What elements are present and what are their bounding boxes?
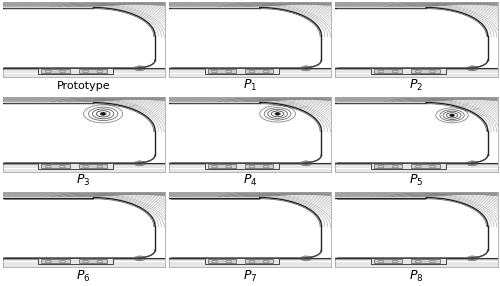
Text: $\mathit{P}_{2}$: $\mathit{P}_{2}$ <box>410 78 424 94</box>
Text: Prototype: Prototype <box>57 81 110 91</box>
Circle shape <box>102 113 104 115</box>
Polygon shape <box>335 103 488 163</box>
Polygon shape <box>2 103 155 163</box>
Bar <box>204 163 279 169</box>
Polygon shape <box>169 198 322 258</box>
Bar <box>374 69 402 73</box>
Bar <box>208 69 236 73</box>
Bar <box>38 68 113 74</box>
Polygon shape <box>169 7 322 67</box>
Circle shape <box>276 113 279 114</box>
Bar <box>411 164 440 168</box>
Bar <box>371 163 446 169</box>
Bar <box>371 258 446 265</box>
Polygon shape <box>2 7 155 67</box>
Bar <box>78 259 107 263</box>
Bar <box>208 164 236 168</box>
Text: $\mathit{P}_{5}$: $\mathit{P}_{5}$ <box>409 173 424 188</box>
Bar <box>411 259 440 263</box>
Text: $\mathit{P}_{7}$: $\mathit{P}_{7}$ <box>243 269 257 283</box>
Text: $\mathit{P}_{3}$: $\mathit{P}_{3}$ <box>76 173 91 188</box>
Bar <box>38 163 113 169</box>
Polygon shape <box>169 103 322 163</box>
Bar <box>374 259 402 263</box>
Bar <box>208 259 236 263</box>
Polygon shape <box>335 198 488 258</box>
Bar <box>204 68 279 74</box>
Bar <box>245 164 273 168</box>
Bar <box>374 164 402 168</box>
Bar <box>411 69 440 73</box>
Text: $\mathit{P}_{4}$: $\mathit{P}_{4}$ <box>242 173 258 188</box>
Polygon shape <box>2 198 155 258</box>
Polygon shape <box>335 7 488 67</box>
Bar <box>78 69 107 73</box>
Bar <box>245 69 273 73</box>
Bar <box>204 258 279 265</box>
Bar <box>38 258 113 265</box>
Text: $\mathit{P}_{6}$: $\mathit{P}_{6}$ <box>76 269 91 283</box>
Text: $\mathit{P}_{8}$: $\mathit{P}_{8}$ <box>409 269 424 283</box>
Circle shape <box>450 115 454 116</box>
Bar <box>371 68 446 74</box>
Bar <box>245 259 273 263</box>
Text: $\mathit{P}_{1}$: $\mathit{P}_{1}$ <box>243 78 257 94</box>
Bar <box>41 164 70 168</box>
Bar <box>78 164 107 168</box>
Bar <box>41 69 70 73</box>
Bar <box>41 259 70 263</box>
